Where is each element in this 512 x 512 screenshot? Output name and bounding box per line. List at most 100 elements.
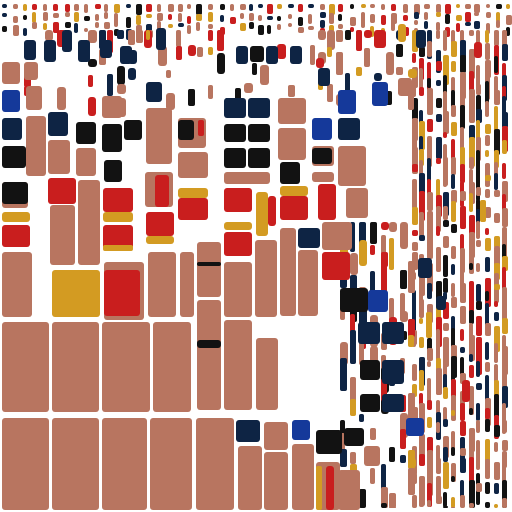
mosaic-tile bbox=[400, 293, 405, 321]
mosaic-tile bbox=[443, 55, 449, 85]
mosaic-tile bbox=[208, 12, 213, 22]
mosaic-tile bbox=[178, 23, 184, 27]
mosaic-tile bbox=[494, 301, 498, 307]
mosaic-tile bbox=[494, 236, 500, 248]
mosaic-tile bbox=[99, 30, 106, 49]
mosaic-tile bbox=[2, 418, 49, 510]
mosaic-tile bbox=[136, 15, 141, 25]
mosaic-tile bbox=[316, 466, 322, 510]
mosaic-tile bbox=[476, 494, 480, 505]
mosaic-tile bbox=[451, 139, 455, 160]
mosaic-tile bbox=[502, 440, 508, 451]
mosaic-tile bbox=[126, 4, 131, 8]
mosaic-tile bbox=[120, 46, 132, 64]
mosaic-tile bbox=[114, 21, 118, 27]
mosaic-tile bbox=[427, 417, 432, 428]
mosaic-tile bbox=[476, 187, 481, 196]
mosaic-tile bbox=[298, 27, 304, 33]
mosaic-tile bbox=[359, 414, 364, 422]
mosaic-tile bbox=[427, 100, 431, 113]
mosaic-tile bbox=[312, 172, 334, 182]
mosaic-tile bbox=[52, 418, 99, 510]
mosaic-tile bbox=[280, 186, 308, 196]
mosaic-tile bbox=[502, 287, 507, 304]
mosaic-tile bbox=[249, 13, 254, 21]
mosaic-tile bbox=[277, 44, 286, 59]
mosaic-tile bbox=[443, 462, 449, 489]
mosaic-tile bbox=[443, 407, 447, 423]
mosaic-tile bbox=[408, 393, 415, 420]
mosaic-tile bbox=[445, 27, 450, 37]
mosaic-tile bbox=[427, 211, 433, 233]
mosaic-tile bbox=[381, 222, 389, 230]
mosaic-tile bbox=[260, 65, 269, 85]
mosaic-tile bbox=[427, 158, 431, 189]
mosaic-tile bbox=[88, 97, 96, 116]
mosaic-tile bbox=[32, 22, 37, 29]
mosaic-tile bbox=[264, 422, 288, 450]
mosaic-tile bbox=[485, 291, 489, 301]
mosaic-tile bbox=[2, 62, 20, 84]
mosaic-tile bbox=[414, 4, 420, 15]
mosaic-tile bbox=[403, 27, 409, 36]
mosaic-tile bbox=[480, 200, 486, 222]
mosaic-tile bbox=[95, 22, 99, 28]
mosaic-tile bbox=[26, 86, 42, 110]
mosaic-tile bbox=[427, 78, 431, 88]
mosaic-tile bbox=[298, 250, 318, 316]
mosaic-tile bbox=[217, 30, 224, 51]
mosaic-tile bbox=[52, 270, 100, 317]
mosaic-tile bbox=[230, 4, 234, 11]
mosaic-tile bbox=[146, 24, 152, 33]
mosaic-tile bbox=[370, 14, 375, 23]
mosaic-tile bbox=[460, 147, 465, 176]
mosaic-tile bbox=[158, 46, 167, 66]
mosaic-tile bbox=[65, 22, 71, 28]
mosaic-tile bbox=[298, 4, 303, 12]
mosaic-tile bbox=[451, 507, 455, 508]
mosaic-tile bbox=[338, 470, 360, 510]
mosaic-tile bbox=[427, 437, 433, 461]
mosaic-tile bbox=[476, 316, 482, 336]
mosaic-tile bbox=[412, 230, 418, 236]
mosaic-tile bbox=[485, 303, 489, 329]
mosaic-tile bbox=[460, 448, 466, 456]
mosaic-tile bbox=[382, 394, 404, 412]
mosaic-tile bbox=[65, 4, 70, 12]
mosaic-tile bbox=[102, 124, 122, 152]
mosaic-tile bbox=[436, 386, 441, 395]
mosaic-tile bbox=[476, 209, 480, 227]
mosaic-tile bbox=[114, 4, 120, 13]
mosaic-tile bbox=[197, 340, 221, 348]
mosaic-tile bbox=[443, 278, 448, 293]
mosaic-tile bbox=[502, 181, 508, 202]
mosaic-tile bbox=[197, 300, 221, 410]
mosaic-tile bbox=[408, 69, 417, 78]
mosaic-tile bbox=[436, 422, 440, 433]
mosaic-tile bbox=[156, 28, 166, 50]
mosaic-tile bbox=[256, 192, 268, 236]
mosaic-tile bbox=[451, 77, 455, 92]
mosaic-tile bbox=[445, 4, 451, 14]
mosaic-tile bbox=[494, 483, 499, 494]
mosaic-tile bbox=[340, 420, 345, 438]
mosaic-tile bbox=[389, 238, 394, 270]
mosaic-tile bbox=[419, 414, 425, 420]
mosaic-tile bbox=[419, 149, 424, 166]
mosaic-tile bbox=[168, 24, 173, 28]
mosaic-tile bbox=[364, 30, 372, 38]
mosaic-tile bbox=[436, 4, 441, 13]
mosaic-tile bbox=[266, 46, 278, 64]
mosaic-tile bbox=[412, 207, 418, 225]
mosaic-tile bbox=[308, 4, 314, 8]
mosaic-tile bbox=[486, 12, 491, 18]
mosaic-tile bbox=[178, 152, 208, 178]
mosaic-tile bbox=[103, 245, 133, 251]
mosaic-tile bbox=[494, 30, 499, 46]
mosaic-tile bbox=[255, 240, 277, 317]
mosaic-tile bbox=[176, 30, 181, 47]
mosaic-tile bbox=[476, 150, 480, 177]
mosaic-tile bbox=[419, 191, 425, 221]
mosaic-tile bbox=[419, 47, 425, 57]
mosaic-tile bbox=[485, 482, 490, 494]
